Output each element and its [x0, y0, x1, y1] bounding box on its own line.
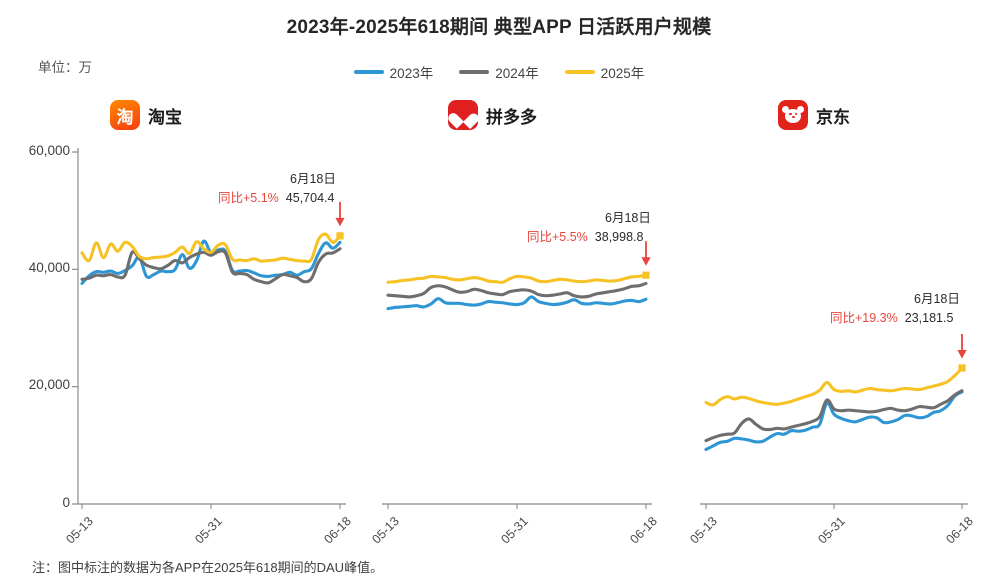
dog-mascot-icon: [782, 105, 804, 125]
annotation-value-pinduoduo: 38,998.8: [594, 230, 644, 244]
annotation-arrow-head: [335, 217, 345, 227]
annotation-arrow-head: [641, 257, 651, 266]
line-swatch-icon: [353, 70, 384, 74]
y-axis-tick-0: 0: [62, 495, 70, 510]
unit-label: 单位：万: [38, 60, 92, 75]
pinduoduo-logo-icon: [448, 100, 478, 130]
annotation-yoy-jd: 同比+19.3%: [830, 311, 898, 325]
app-header-jd: 京东: [778, 100, 850, 130]
series-line-2023年: [80, 239, 342, 285]
endpoint-marker: [336, 232, 344, 240]
legend-item-2024[interactable]: 2024年: [459, 62, 539, 82]
page-title: 2023年-2025年618期间 典型APP 日活跃用户规模: [286, 17, 712, 38]
series-line-2025年: [80, 232, 342, 264]
x-axis-tick-label: 06-18: [943, 514, 976, 547]
y-axis-tick-60000: 60,000: [28, 143, 70, 158]
app-header-pinduoduo: 拼多多: [448, 100, 537, 130]
annotation-arrow-head: [957, 350, 967, 359]
x-axis-tick-label: 05-31: [815, 514, 848, 547]
heart-icon: [454, 105, 473, 124]
annotation-date-taobao: 6月18日: [290, 172, 336, 186]
app-name-pinduoduo: 拼多多: [486, 107, 537, 127]
annotation-pinduoduo: 6月18日 同比+5.5% 38,998.8: [527, 207, 651, 245]
x-axis-tick-label: 05-13: [63, 514, 96, 547]
x-axis-tick-label: 06-18: [627, 514, 660, 547]
annotation-jd: 6月18日 同比+19.3% 23,181.5: [830, 288, 960, 326]
taobao-logo-glyph: 淘: [116, 107, 134, 127]
taobao-logo-icon: 淘: [110, 100, 140, 130]
app-name-jd: 京东: [816, 107, 850, 127]
series-line-2024年: [704, 389, 964, 443]
legend-label-2023: 2023年: [389, 66, 434, 81]
series-line-2025年: [386, 273, 648, 284]
endpoint-marker: [642, 271, 650, 279]
chart-footnote: 注：图中标注的数据为各APP在2025年618期间的DAU峰值。: [32, 560, 384, 575]
series-line-2024年: [80, 247, 342, 285]
legend-label-2024: 2024年: [495, 66, 539, 81]
app-name-taobao: 淘宝: [148, 107, 182, 127]
legend-label-2025: 2025年: [600, 66, 645, 81]
legend-item-2025[interactable]: 2025年: [564, 62, 645, 82]
panel-2: [704, 334, 967, 451]
annotation-value-jd: 23,181.5: [904, 311, 954, 325]
x-axis-tick-label: 05-31: [192, 514, 225, 547]
annotation-value-taobao: 45,704.4: [285, 191, 335, 205]
series-line-2023年: [704, 390, 964, 451]
annotation-yoy-pinduoduo: 同比+5.5%: [527, 230, 588, 244]
series-line-2025年: [704, 366, 964, 407]
x-axis-tick-label: 05-13: [369, 514, 402, 547]
endpoint-marker: [958, 364, 966, 372]
annotation-date-jd: 6月18日: [914, 292, 960, 306]
app-header-taobao: 淘 淘宝: [110, 100, 182, 130]
line-swatch-icon: [459, 70, 490, 74]
x-axis-tick-label: 05-13: [687, 514, 720, 547]
annotation-yoy-taobao: 同比+5.1%: [218, 191, 279, 205]
x-axis-tick-label: 05-31: [498, 514, 531, 547]
panel-0: [80, 201, 345, 285]
annotation-date-pinduoduo: 6月18日: [605, 211, 651, 225]
chart-legend: 2023年 2024年 2025年: [0, 62, 998, 82]
y-axis-tick-40000: 40,000: [28, 260, 70, 275]
panel-1: [386, 241, 651, 311]
y-axis-tick-20000: 20,000: [28, 377, 70, 392]
series-line-2023年: [386, 295, 648, 311]
annotation-taobao: 6月18日 同比+5.1% 45,704.4: [218, 168, 336, 206]
x-axis-tick-label: 06-18: [321, 514, 354, 547]
legend-item-2023[interactable]: 2023年: [353, 62, 434, 82]
line-swatch-icon: [564, 70, 595, 74]
jd-logo-icon: [778, 100, 808, 130]
series-line-2024年: [386, 281, 648, 299]
